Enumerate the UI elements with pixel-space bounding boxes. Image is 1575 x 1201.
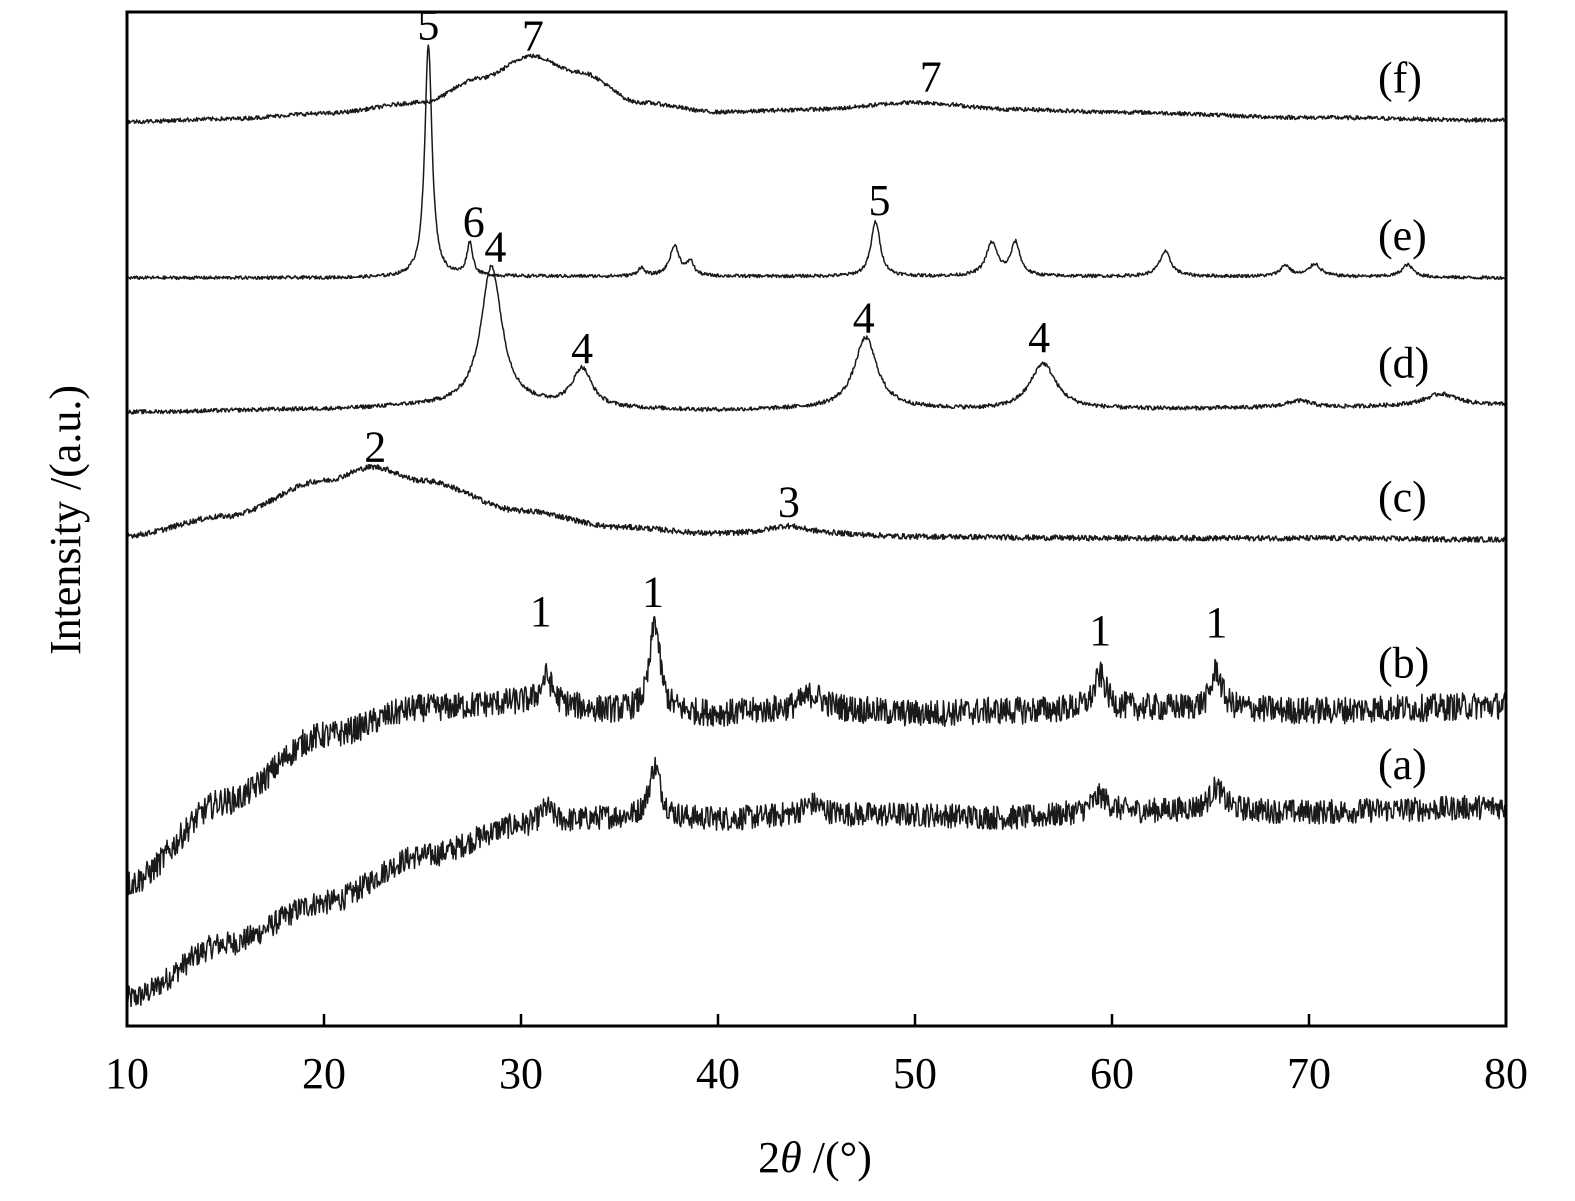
series-label-b: (b) xyxy=(1378,638,1429,687)
trace-a xyxy=(126,756,1507,1008)
peak-label-3: 6 xyxy=(463,198,485,247)
x-tick-label-80: 80 xyxy=(1484,1049,1528,1098)
peak-label-1: 7 xyxy=(920,52,942,101)
peak-label-5: 4 xyxy=(484,222,506,271)
x-axis-title-symbol: θ xyxy=(780,1133,802,1182)
peak-label-10: 3 xyxy=(778,477,800,526)
peak-label-6: 4 xyxy=(571,324,593,373)
x-axis-title: 2θ /(°) xyxy=(758,1133,872,1182)
peak-label-12: 1 xyxy=(642,568,664,617)
x-tick-label-10: 10 xyxy=(105,1049,149,1098)
peak-label-9: 2 xyxy=(364,422,386,471)
series-label-f: (f) xyxy=(1378,53,1422,102)
plot-frame xyxy=(125,10,1508,1028)
series-labels: (a) (b) (c) (d) (e) (f) xyxy=(1378,53,1429,789)
xrd-traces xyxy=(126,44,1507,1008)
x-tick-label-30: 30 xyxy=(499,1049,543,1098)
series-label-e: (e) xyxy=(1378,211,1427,260)
series-label-d: (d) xyxy=(1378,338,1429,387)
series-label-a: (a) xyxy=(1378,740,1427,789)
peak-label-11: 1 xyxy=(530,587,552,636)
trace-b xyxy=(126,615,1507,896)
y-axis-title: Intensity /(a.u.) xyxy=(41,385,90,655)
x-tick-label-40: 40 xyxy=(696,1049,740,1098)
trace-c xyxy=(126,463,1507,543)
x-axis-ticks xyxy=(125,1014,1508,1026)
x-tick-label-50: 50 xyxy=(893,1049,937,1098)
peak-label-0: 7 xyxy=(522,11,544,60)
peak-label-13: 1 xyxy=(1089,606,1111,655)
x-axis-title-prefix: 2 xyxy=(758,1133,780,1182)
trace-f xyxy=(126,53,1507,125)
x-axis-title-suffix: /(°) xyxy=(802,1133,872,1182)
peak-label-2: 5 xyxy=(417,0,439,49)
peak-label-7: 4 xyxy=(853,294,875,343)
x-tick-label-70: 70 xyxy=(1287,1049,1331,1098)
x-axis-tick-labels: 10 20 30 40 50 60 70 80 xyxy=(105,1049,1528,1098)
trace-d xyxy=(126,264,1507,415)
peak-label-4: 5 xyxy=(869,176,891,225)
peak-labels: 7 7 5 6 5 4 4 4 4 2 3 1 1 1 1 xyxy=(364,0,1227,655)
x-tick-label-20: 20 xyxy=(302,1049,346,1098)
peak-label-14: 1 xyxy=(1205,598,1227,647)
peak-label-8: 4 xyxy=(1028,313,1050,362)
x-tick-label-60: 60 xyxy=(1090,1049,1134,1098)
trace-e xyxy=(126,44,1507,281)
series-label-c: (c) xyxy=(1378,473,1427,522)
